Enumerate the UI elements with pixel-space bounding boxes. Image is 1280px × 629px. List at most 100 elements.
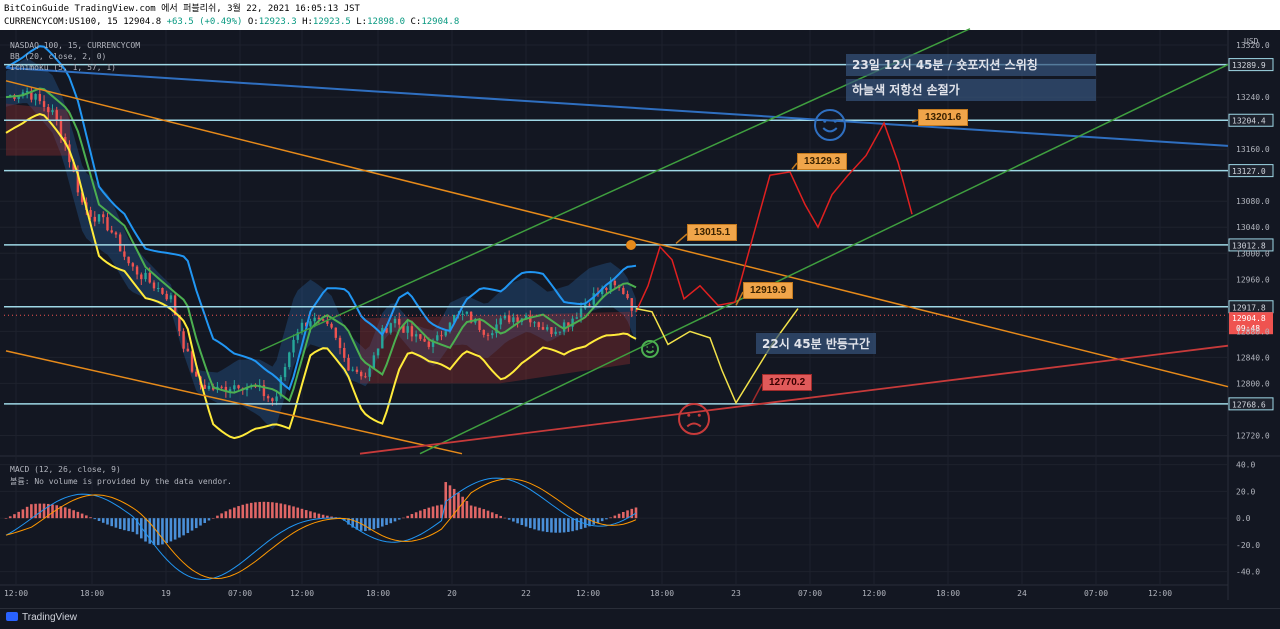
candle-body xyxy=(338,337,342,348)
tradingview-logo[interactable]: TradingView xyxy=(6,612,77,623)
macd-hist-bar xyxy=(558,518,562,533)
rebound-note: 22시 45분 반등구간 xyxy=(756,333,876,354)
frown-red-icon xyxy=(678,403,710,435)
candle-body xyxy=(165,293,168,300)
currency-label[interactable]: USD xyxy=(1244,37,1259,46)
candle-body xyxy=(207,385,211,389)
time-axis-tick: 18:00 xyxy=(936,589,960,598)
macd-hist-bar xyxy=(372,518,376,530)
candle-body xyxy=(622,287,625,295)
macd-hist-bar xyxy=(127,518,130,532)
candle-body xyxy=(169,295,173,300)
macd-hist-bar xyxy=(25,506,29,519)
macd-hist-bar xyxy=(465,501,469,519)
candle-body xyxy=(220,386,223,388)
macd-hist-bar xyxy=(46,503,50,519)
neutral-green-icon xyxy=(641,340,659,358)
price-axis-tick: 12840.0 xyxy=(1236,353,1270,362)
price-axis-tick: 12800.0 xyxy=(1236,379,1270,388)
macd-hist-bar xyxy=(490,512,494,519)
macd-hist-bar xyxy=(376,518,380,528)
macd-hist-bar xyxy=(520,518,524,526)
candle-body xyxy=(144,272,147,280)
symbol-label: CURRENCYCOM:US100, 15 xyxy=(4,17,118,27)
projection-yellow-path xyxy=(635,307,799,405)
candle-body xyxy=(135,266,139,275)
macd-hist-bar xyxy=(423,509,426,519)
macd-hist-bar xyxy=(220,513,223,519)
high-label: H: xyxy=(302,17,313,27)
target-tag-13129: 13129.3 xyxy=(797,153,848,170)
candle-body xyxy=(423,338,426,342)
macd-hist-bar xyxy=(368,518,371,531)
macd-hist-bar xyxy=(300,508,304,519)
publish-header: BitCoinGuide TradingView.com 에서 퍼블리쉬, 3월… xyxy=(0,0,1280,30)
candle-body xyxy=(106,217,109,231)
macd-hist-bar xyxy=(342,518,346,521)
macd-hist-bar xyxy=(457,492,460,519)
target-tag-pointer xyxy=(911,119,919,123)
candle-body xyxy=(288,352,291,368)
macd-hist-bar xyxy=(427,507,431,519)
candle-body xyxy=(279,377,283,397)
candle-body xyxy=(436,335,439,341)
macd-hist-bar xyxy=(512,518,515,522)
candle-body xyxy=(292,339,295,353)
candle-body xyxy=(233,385,236,390)
macd-hist-bar xyxy=(550,518,553,533)
macd-hist-bar xyxy=(233,507,236,519)
cloud-red-late xyxy=(360,311,630,384)
candle-body xyxy=(118,234,122,252)
macd-hist-bar xyxy=(474,506,477,519)
macd-hist-bar xyxy=(165,518,168,544)
macd-hist-bar xyxy=(89,517,92,519)
close-value: 12904.8 xyxy=(421,17,460,27)
macd-hist-bar xyxy=(131,518,135,532)
macd-hist-bar xyxy=(42,503,46,519)
macd-hist-bar xyxy=(630,508,634,519)
chart-background xyxy=(0,30,1280,608)
macd-hist-bar xyxy=(617,513,621,519)
candle-body xyxy=(579,308,583,318)
candle-body xyxy=(330,323,333,328)
macd-hist-bar xyxy=(13,514,16,519)
macd-hist-bar xyxy=(562,518,566,533)
candle-body xyxy=(359,371,363,377)
macd-hist-bar xyxy=(161,518,164,545)
smiley-blue-icon xyxy=(814,109,846,141)
candle-body xyxy=(80,192,84,203)
macd-hist-bar xyxy=(34,503,37,519)
face-eye-left xyxy=(687,413,691,417)
macd-hist-bar xyxy=(114,518,118,528)
macd-hist-bar xyxy=(381,518,384,527)
candle-body xyxy=(368,368,371,377)
candle-body xyxy=(626,294,629,299)
candle-body xyxy=(512,317,515,323)
switch-note-line2: 하늘색 저항선 손절가 xyxy=(846,79,1096,101)
time-axis-tick: 20 xyxy=(447,589,457,598)
candle-body xyxy=(592,293,595,305)
candle-body xyxy=(178,315,181,332)
macd-hist-bar xyxy=(237,506,240,519)
macd-hist-bar xyxy=(203,518,207,523)
candle-body xyxy=(326,320,329,324)
candle-body xyxy=(30,90,33,100)
time-axis-tick: 23 xyxy=(731,589,741,598)
macd-hist-bar xyxy=(486,510,490,519)
macd-hist-bar xyxy=(266,501,270,519)
last-price-countdown: 09:48 xyxy=(1236,324,1260,333)
candle-body xyxy=(550,327,553,335)
macd-hist-bar xyxy=(478,507,481,519)
face-eye-right xyxy=(652,346,654,348)
macd-hist-bar xyxy=(469,505,473,519)
face-outline xyxy=(678,403,710,435)
macd-hist-bar xyxy=(389,518,393,524)
candle-body xyxy=(427,341,431,347)
macd-hist-bar xyxy=(80,513,84,519)
legend-ichimoku: Ichimoku (5, 1, 57, 1) xyxy=(10,63,116,72)
trendline-orange-lower xyxy=(5,350,463,455)
macd-hist-bar xyxy=(55,505,59,519)
candle-body xyxy=(195,371,198,377)
target-tag-12770: 12770.2 xyxy=(762,374,813,391)
